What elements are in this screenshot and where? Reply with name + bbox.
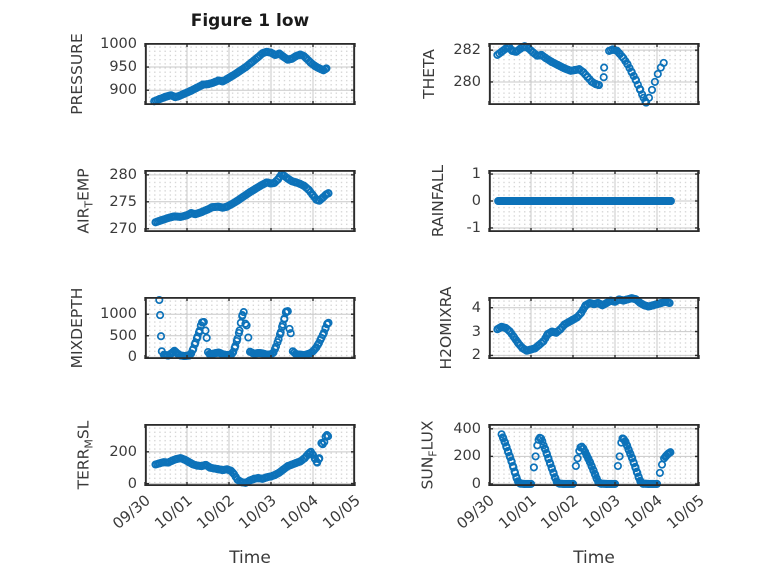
y-tick-label: 1000: [100, 35, 137, 52]
axes-box: [144, 169, 355, 233]
x-axis-label: Time: [229, 548, 271, 568]
y-axis-label-text: EMP: [74, 168, 93, 201]
y-tick-label: 400: [453, 420, 481, 437]
plot-svg: [144, 295, 356, 361]
plot-svg: [488, 294, 700, 360]
plot-svg: [144, 42, 356, 106]
axes-box: [488, 423, 699, 487]
plot-svg: [488, 169, 700, 233]
x-tick-label: 09/30: [453, 491, 498, 533]
plot-area-mixdepth: [144, 295, 356, 361]
y-axis-label-text: LUX: [418, 420, 437, 451]
y-axis-label-rainfall: RAINFALL: [429, 165, 447, 237]
axes-box: [488, 42, 699, 106]
y-tick-label: 1: [471, 166, 481, 183]
axes-box: [144, 296, 355, 360]
axes-box: [488, 169, 699, 233]
data-points: [493, 42, 668, 107]
plot-area-pressure: [144, 42, 356, 106]
data-points: [493, 294, 674, 355]
y-tick-label: 3: [471, 323, 481, 340]
y-axis-label-text: AIR: [74, 207, 93, 234]
x-tick-label: 10/01: [495, 491, 540, 533]
y-axis-label-text: PRESSURE: [67, 33, 86, 115]
x-tick-label: 10/02: [537, 491, 582, 533]
y-axis-label-subscript: F: [426, 450, 440, 457]
y-axis-label-sun-flux: SUNFLUX: [419, 421, 440, 490]
y-tick-label: 282: [453, 42, 481, 59]
y-axis-label-text: RAINFALL: [428, 164, 447, 238]
y-tick-label: 270: [109, 220, 137, 237]
data-points: [155, 295, 333, 361]
axes-box: [144, 42, 355, 106]
y-axis-label-mixdepth: MIXDEPTH: [68, 288, 86, 369]
y-tick-label: 950: [109, 59, 137, 76]
x-tick-label: 10/02: [193, 491, 238, 533]
axes-box: [488, 296, 699, 360]
y-axis-label-text: SL: [74, 420, 93, 440]
data-points: [151, 170, 333, 227]
x-tick-label: 10/03: [579, 491, 624, 533]
y-axis-label-terr-msl: TERRMSL: [75, 421, 96, 490]
y-axis-label-text: SUN: [418, 456, 437, 490]
y-tick-label: 500: [109, 327, 137, 344]
plot-svg: [144, 423, 356, 487]
y-axis-label-h2omixra: H2OMIXRA: [437, 286, 455, 369]
y-tick-label: 200: [453, 448, 481, 465]
y-axis-label-air-temp: AIRTEMP: [75, 168, 96, 233]
data-points: [497, 430, 675, 488]
y-tick-label: 280: [109, 166, 137, 183]
y-axis-label-text: TERR: [74, 448, 93, 490]
x-tick-label: 09/30: [109, 491, 154, 533]
y-tick-label: -1: [466, 219, 481, 236]
x-tick-label: 10/04: [621, 491, 666, 533]
x-tick-label: 10/05: [663, 491, 708, 533]
plot-area-h2omixra: [488, 294, 700, 360]
y-axis-label-text: H2OMIXRA: [437, 286, 456, 370]
plot-area-rainfall: [488, 169, 700, 233]
plot-area-sun-flux: [488, 423, 700, 488]
y-tick-label: 0: [127, 349, 137, 366]
y-axis-label-text: MIXDEPTH: [67, 287, 86, 369]
plot-area-terr-msl: [144, 423, 356, 487]
y-axis-label-subscript: T: [82, 200, 96, 208]
y-axis-label-pressure: PRESSURE: [68, 33, 86, 115]
data-points: [151, 431, 333, 487]
y-axis-label-text: THETA: [420, 49, 439, 99]
y-tick-label: 0: [127, 475, 137, 492]
y-tick-label: 2: [471, 347, 481, 364]
y-tick-label: 900: [109, 82, 137, 99]
x-tick-label: 10/03: [235, 491, 280, 533]
plot-svg: [488, 42, 700, 107]
y-tick-label: 0: [471, 193, 481, 209]
y-tick-label: 4: [471, 299, 481, 316]
x-tick-label: 10/05: [319, 491, 364, 533]
y-tick-label: 1000: [100, 306, 137, 323]
y-tick-label: 200: [109, 443, 137, 460]
plot-svg: [488, 423, 700, 488]
x-tick-label: 10/01: [151, 491, 196, 533]
plot-area-air-temp: [144, 169, 356, 233]
axes-box: [144, 423, 355, 487]
plot-svg: [144, 169, 356, 233]
y-tick-label: 0: [471, 475, 481, 492]
y-axis-label-subscript: M: [82, 439, 96, 449]
figure-title: Figure 1 low: [190, 11, 310, 31]
data-points: [150, 47, 331, 106]
y-axis-label-theta: THETA: [420, 49, 438, 99]
y-tick-label: 275: [109, 193, 137, 210]
plot-area-theta: [488, 42, 700, 107]
x-tick-label: 10/04: [277, 491, 322, 533]
x-axis-label: Time: [573, 548, 615, 568]
y-tick-label: 280: [453, 73, 481, 90]
data-points: [494, 196, 675, 206]
